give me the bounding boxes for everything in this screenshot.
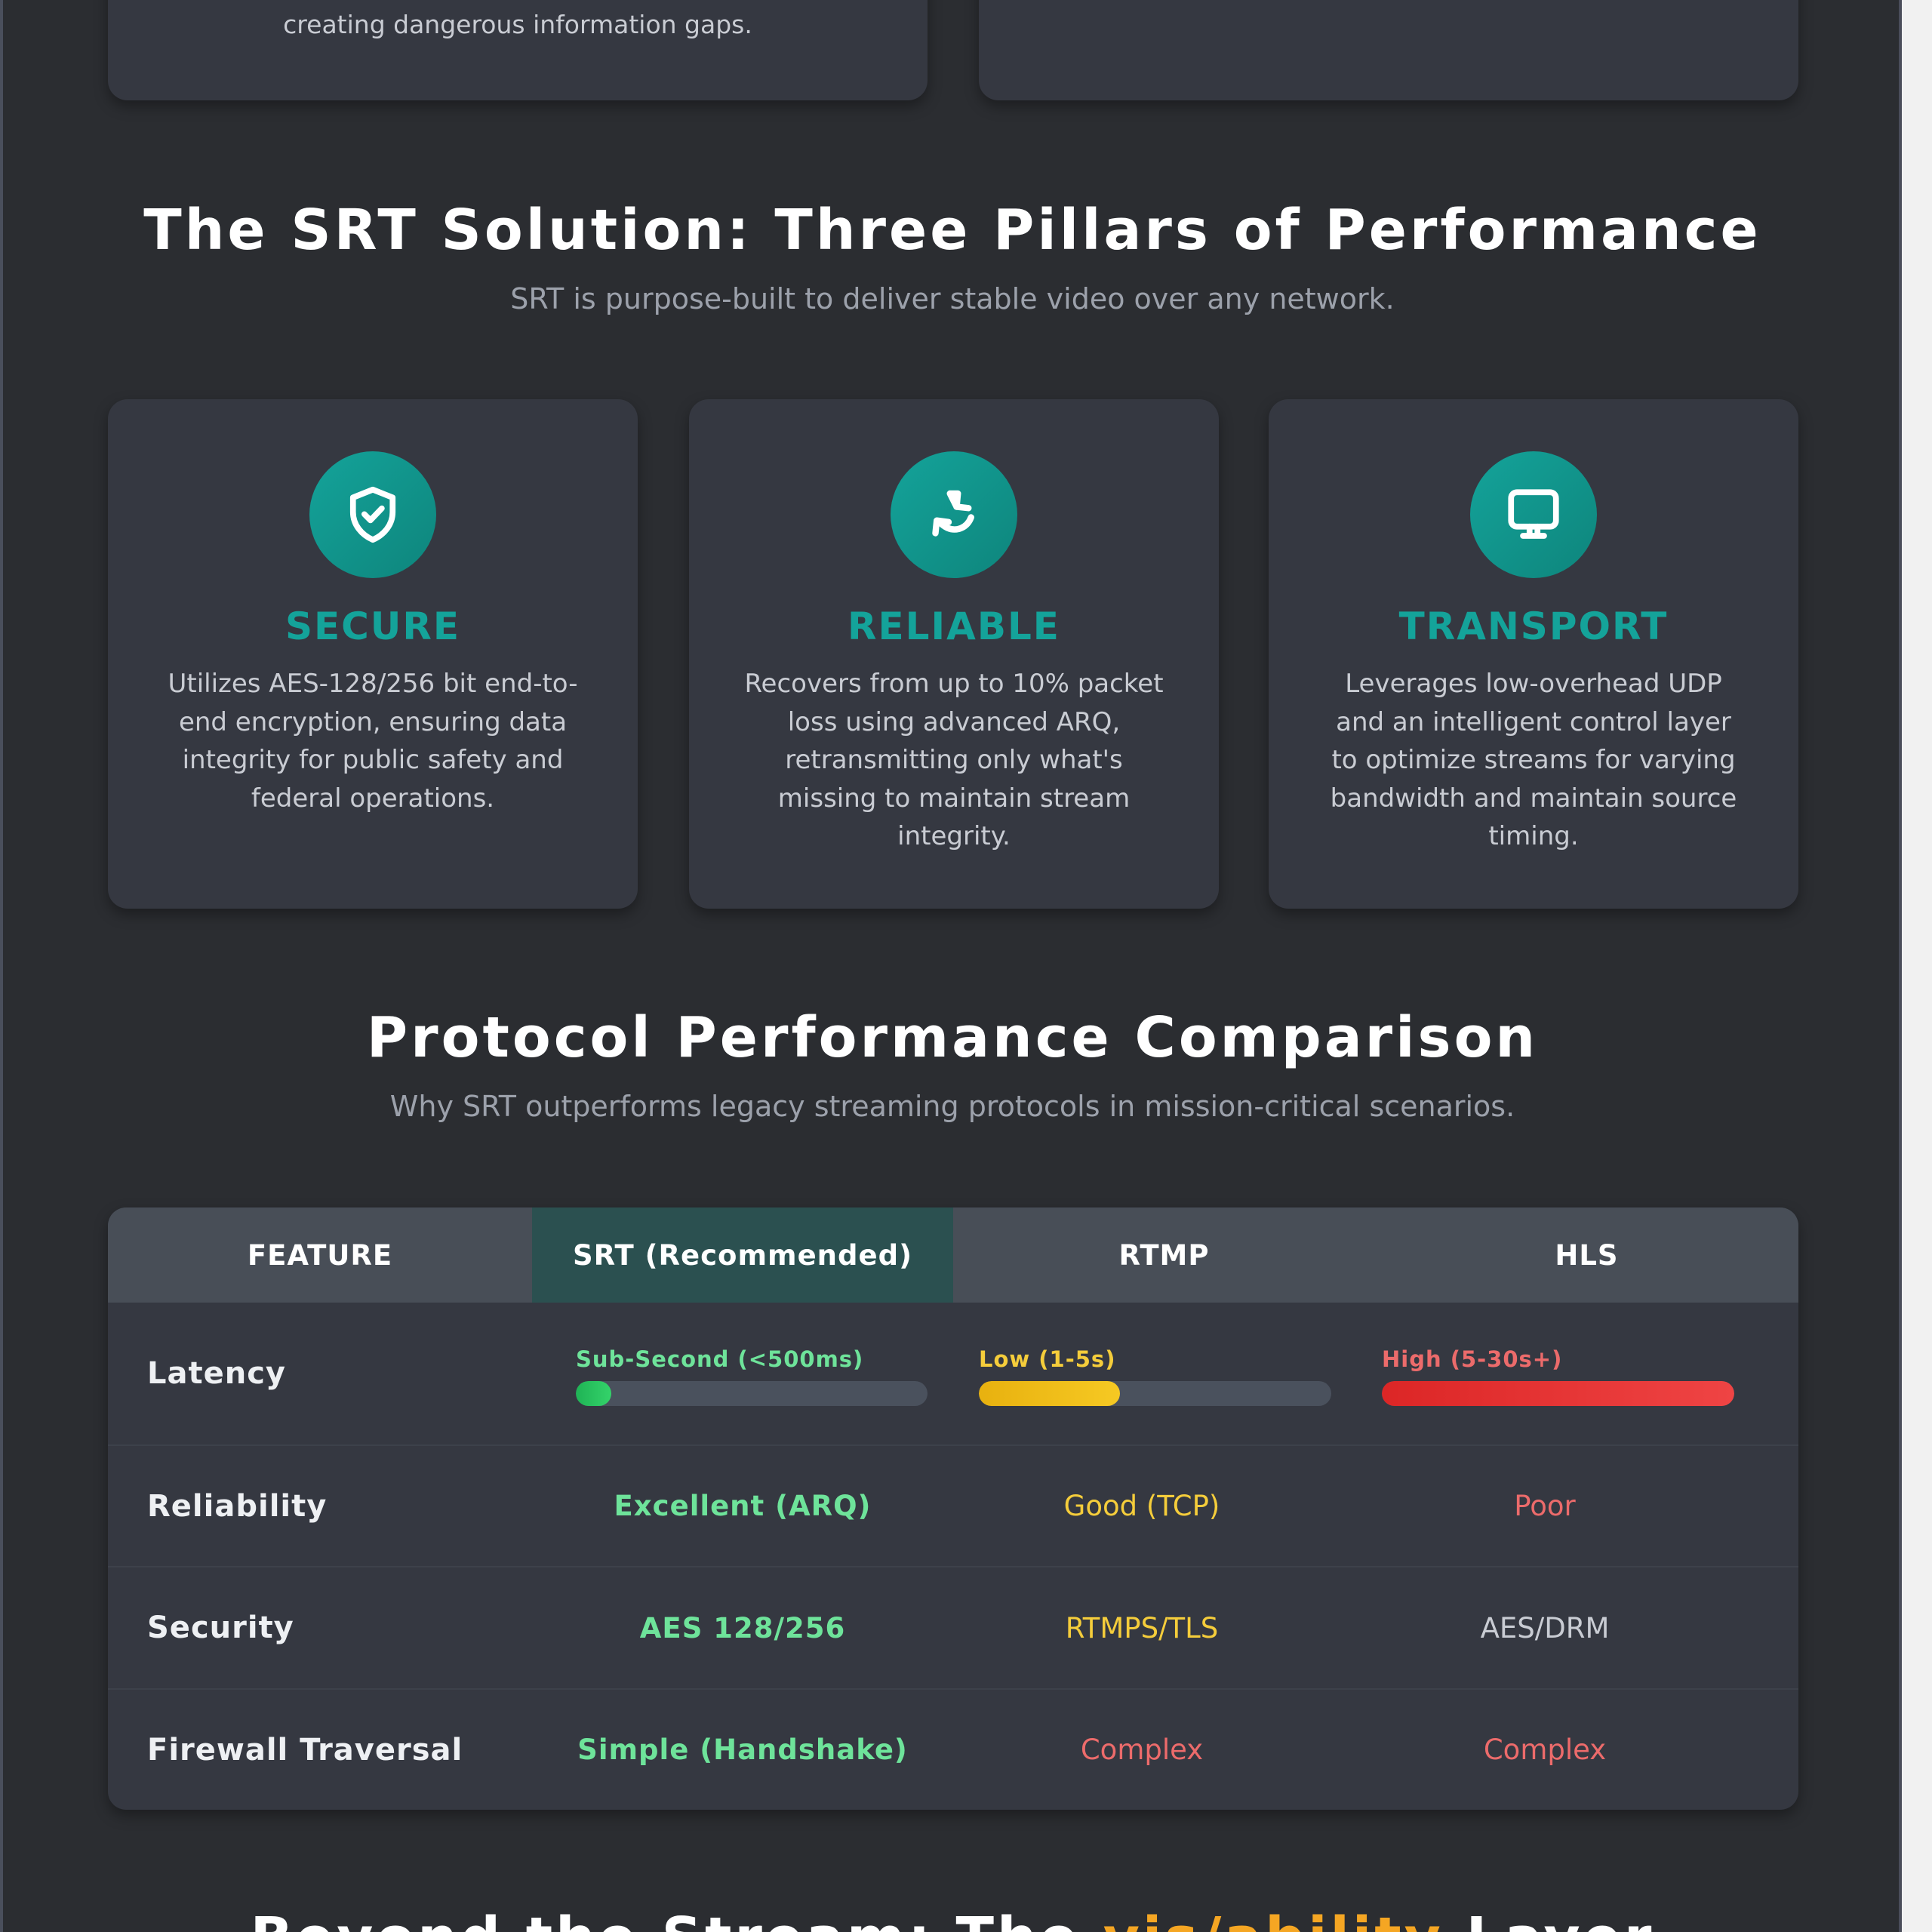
- feature-label: Security: [147, 1611, 294, 1645]
- monitor-icon: [1470, 451, 1597, 578]
- problem-card: creating dangerous information gaps.: [108, 0, 928, 100]
- section-subtitle-protocol-comparison: Why SRT outperforms legacy streaming pro…: [389, 1090, 1515, 1123]
- pillar-card-secure: SECURE Utilizes AES-128/256 bit end-to-e…: [108, 399, 638, 909]
- title-accent: vis/ability: [1103, 1906, 1444, 1932]
- latency-label-srt: Sub-Second (<500ms): [576, 1346, 864, 1372]
- hls-value: Complex: [1483, 1734, 1607, 1766]
- table-row-reliability: Reliability Excellent (ARQ) Good (TCP) P…: [108, 1444, 1798, 1566]
- section-title-beyond-the-stream: Beyond the Stream: The vis/ability Layer: [3, 1906, 1902, 1932]
- latency-bar-hls: [1382, 1381, 1734, 1406]
- pillar-card-reliable: RELIABLE Recovers from up to 10% packet …: [689, 399, 1219, 909]
- latency-label-hls: High (5-30s+): [1382, 1346, 1563, 1372]
- title-suffix: Layer: [1444, 1906, 1655, 1932]
- section-title-srt-solution: The SRT Solution: Three Pillars of Perfo…: [143, 198, 1761, 263]
- refresh-arrows-icon: [891, 451, 1017, 578]
- hls-value: AES/DRM: [1480, 1611, 1610, 1644]
- pillar-card-transport: TRANSPORT Leverages low-overhead UDP and…: [1269, 399, 1798, 909]
- latency-bar-fill: [576, 1381, 611, 1406]
- srt-value: Simple (Handshake): [577, 1734, 908, 1766]
- section-title-protocol-comparison: Protocol Performance Comparison: [366, 1005, 1539, 1070]
- feature-label: Firewall Traversal: [147, 1732, 463, 1767]
- table-row-security: Security AES 128/256 RTMPS/TLS AES/DRM: [108, 1566, 1798, 1688]
- feature-label: Latency: [147, 1356, 286, 1391]
- pillar-description: Recovers from up to 10% packet loss usin…: [744, 669, 1164, 851]
- pillar-title: TRANSPORT: [1398, 605, 1669, 648]
- shield-check-icon: [309, 451, 436, 578]
- rtmp-value: Good (TCP): [1063, 1490, 1220, 1522]
- latency-label-rtmp: Low (1-5s): [979, 1346, 1116, 1372]
- column-header-srt: SRT (Recommended): [532, 1208, 953, 1303]
- srt-value: AES 128/256: [639, 1611, 846, 1644]
- title-prefix: Beyond the Stream: The: [251, 1906, 1103, 1932]
- column-header-feature: FEATURE: [247, 1238, 393, 1272]
- problem-card: [979, 0, 1798, 100]
- table-row-firewall-traversal: Firewall Traversal Simple (Handshake) Co…: [108, 1688, 1798, 1810]
- latency-bar-rtmp: [979, 1381, 1331, 1406]
- protocol-comparison-table: FEATURE SRT (Recommended) RTMP HLS Laten…: [108, 1208, 1798, 1810]
- pillar-description: Utilizes AES-128/256 bit end-to-end encr…: [168, 669, 578, 814]
- column-header-hls: HLS: [1555, 1238, 1619, 1272]
- pillar-title: SECURE: [285, 605, 461, 648]
- hls-value: Poor: [1514, 1490, 1576, 1522]
- page-content: creating dangerous information gaps. The…: [3, 0, 1899, 1932]
- latency-bar-srt: [576, 1381, 928, 1406]
- srt-value: Excellent (ARQ): [614, 1490, 872, 1522]
- latency-bar-fill: [1382, 1381, 1734, 1406]
- problem-card-text: creating dangerous information gaps.: [283, 10, 752, 39]
- table-row-latency: Latency Sub-Second (<500ms) Low (1-5s) H…: [108, 1303, 1798, 1444]
- feature-label: Reliability: [147, 1488, 328, 1524]
- table-header: FEATURE SRT (Recommended) RTMP HLS: [108, 1208, 1798, 1303]
- pillar-description: Leverages low-overhead UDP and an intell…: [1330, 669, 1737, 851]
- scrollbar[interactable]: [1899, 0, 1932, 1932]
- pillar-title: RELIABLE: [848, 605, 1060, 648]
- rtmp-value: RTMPS/TLS: [1065, 1611, 1219, 1644]
- section-subtitle-srt-solution: SRT is purpose-built to deliver stable v…: [510, 282, 1395, 315]
- column-header-rtmp: RTMP: [1118, 1238, 1210, 1272]
- rtmp-value: Complex: [1080, 1734, 1204, 1766]
- latency-bar-fill: [979, 1381, 1120, 1406]
- window-left-edge: [0, 0, 3, 1932]
